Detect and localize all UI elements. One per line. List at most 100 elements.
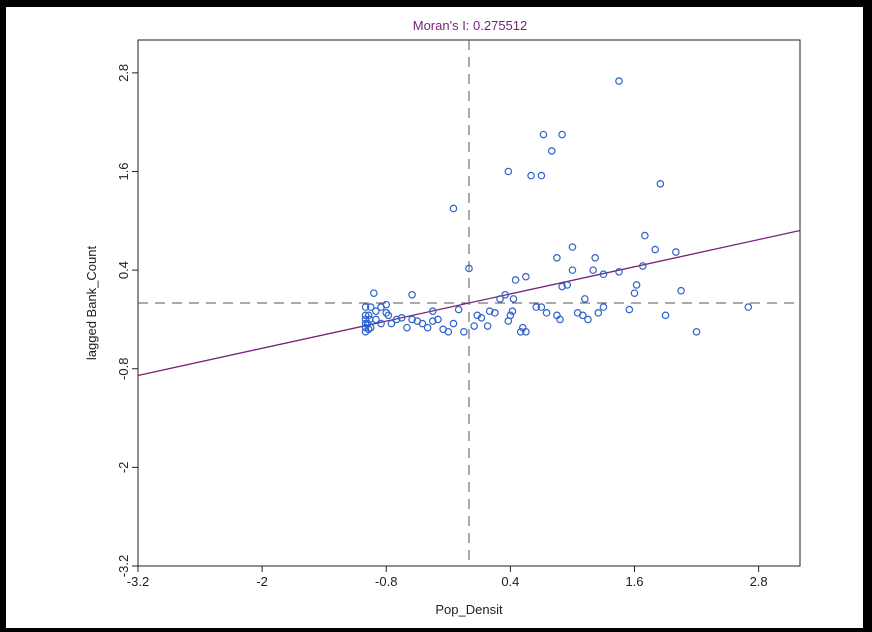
data-point	[501, 290, 510, 299]
y-tick-label: 2.8	[116, 64, 131, 82]
data-point	[449, 319, 458, 328]
data-point	[504, 167, 513, 176]
data-point	[392, 315, 401, 324]
data-point	[589, 266, 597, 274]
data-point	[584, 315, 592, 324]
x-axis-label: Pop_Densit	[435, 602, 503, 617]
data-point	[581, 295, 589, 303]
y-tick-label: -2	[116, 462, 131, 474]
x-tick-label: 0.4	[501, 574, 519, 589]
data-point	[387, 319, 396, 328]
data-point	[563, 281, 572, 289]
data-point	[477, 313, 486, 322]
data-point	[568, 266, 577, 274]
data-point	[692, 327, 701, 336]
data-point	[511, 276, 520, 284]
data-point	[522, 327, 530, 336]
data-point	[558, 282, 566, 291]
data-point	[483, 322, 492, 330]
y-axis-ticks: -3.2 -2 -0.8 0.4 1.6 2.8	[116, 64, 138, 577]
data-point	[547, 147, 556, 155]
y-tick-label: -0.8	[116, 358, 131, 380]
data-point	[537, 303, 546, 311]
data-point	[744, 303, 753, 311]
data-point	[403, 323, 411, 332]
regression-line	[137, 229, 801, 377]
data-point	[537, 171, 546, 180]
data-point	[625, 305, 634, 314]
data-point	[382, 309, 391, 317]
data-point	[599, 303, 608, 311]
data-point	[661, 311, 670, 320]
data-point	[418, 319, 427, 328]
data-point	[615, 77, 623, 85]
data-point	[361, 311, 370, 320]
data-point	[632, 281, 641, 289]
data-point	[509, 295, 518, 303]
data-point	[641, 231, 649, 240]
data-point	[449, 204, 458, 213]
data-point	[366, 303, 375, 311]
data-point	[382, 300, 391, 309]
data-point	[630, 289, 639, 297]
data-point	[651, 245, 659, 254]
data-point	[491, 309, 499, 317]
data-point	[672, 248, 680, 256]
data-point	[485, 307, 494, 316]
data-point	[532, 303, 541, 311]
data-point	[366, 323, 375, 332]
data-point	[460, 327, 468, 336]
data-point	[522, 272, 530, 281]
data-point	[364, 325, 373, 334]
x-tick-label: -2	[256, 574, 268, 589]
data-point	[408, 290, 416, 299]
data-point	[496, 295, 504, 303]
data-point	[568, 243, 577, 251]
data-point	[372, 315, 380, 324]
data-point	[677, 286, 685, 295]
data-point	[539, 130, 548, 139]
data-point	[599, 270, 608, 279]
data-point	[377, 319, 385, 328]
data-point	[408, 315, 416, 324]
y-tick-label: -3.2	[116, 555, 131, 577]
y-tick-label: 1.6	[116, 162, 131, 180]
x-tick-label: -0.8	[375, 574, 397, 589]
data-point	[615, 267, 623, 276]
data-point	[527, 171, 535, 180]
data-point	[361, 303, 370, 311]
data-point	[361, 319, 370, 328]
x-tick-label: 2.8	[750, 574, 768, 589]
data-point	[591, 253, 599, 262]
data-point	[473, 311, 482, 320]
data-point	[465, 264, 473, 273]
data-point	[423, 323, 432, 332]
data-point	[370, 289, 378, 297]
data-point	[638, 262, 647, 270]
data-point	[594, 309, 603, 317]
y-tick-label: 0.4	[116, 261, 131, 279]
data-point	[542, 309, 551, 317]
data-point	[434, 315, 442, 324]
data-point	[556, 315, 564, 324]
data-point	[364, 311, 373, 320]
data-point	[372, 307, 380, 316]
data-point	[656, 180, 665, 188]
data-point	[397, 313, 406, 322]
scatter-points	[361, 77, 753, 336]
data-point	[516, 327, 525, 336]
data-point	[428, 317, 437, 325]
data-point	[428, 307, 437, 316]
y-axis-label: lagged Bank_Count	[84, 246, 99, 361]
chart-title: Moran's I: 0.275512	[413, 18, 528, 33]
data-point	[508, 307, 517, 316]
data-point	[470, 322, 478, 330]
x-tick-label: -3.2	[127, 574, 149, 589]
data-point	[506, 311, 515, 320]
x-tick-label: 1.6	[625, 574, 643, 589]
x-axis-ticks: -3.2 -2 -0.8 0.4 1.6 2.8	[127, 566, 768, 589]
data-point	[454, 305, 463, 314]
data-point	[553, 253, 561, 262]
